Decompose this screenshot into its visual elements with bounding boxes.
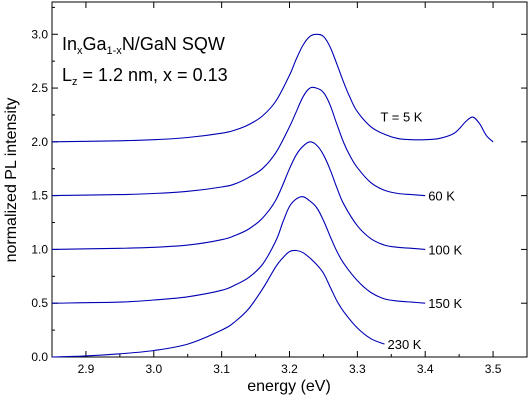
x-tick-label-4: 3.3 xyxy=(349,362,366,376)
curve-label-5k: T = 5 K xyxy=(380,109,422,124)
y-tick-label-1: 0.5 xyxy=(31,296,48,310)
ann-in: In xyxy=(62,34,77,54)
spectrum-line-150k xyxy=(51,196,426,304)
spectrum-line-230k xyxy=(51,249,385,358)
curve-label-60k: 60 K xyxy=(428,189,455,204)
y-axis-label: normalized PL intensity xyxy=(3,98,20,263)
y-tick-label-6: 3.0 xyxy=(31,27,48,41)
ticks-layer: 2.9 3.0 3.1 3.2 3.3 3.4 3.5 0.0 0.5 1.0 1.5 2.0 2.5 3… xyxy=(31,2,527,376)
y-tick-label-0: 0.0 xyxy=(31,350,48,364)
ann-sub-z: z xyxy=(72,76,78,88)
x-tick-label-0: 2.9 xyxy=(78,362,95,376)
curves-layer xyxy=(51,33,494,358)
y-tick-label-4: 2.0 xyxy=(31,135,48,149)
ann-sub-1-x: 1-x xyxy=(107,45,123,57)
curve-labels-layer: T = 5 K 60 K 100 K 150 K 230 K xyxy=(380,109,462,352)
spectrum-line-5k xyxy=(51,33,494,143)
ann-ga: Ga xyxy=(83,34,108,54)
curve-label-150k: 150 K xyxy=(428,296,462,311)
curve-label-230k: 230 K xyxy=(388,337,422,352)
curve-label-100k: 100 K xyxy=(428,242,462,257)
ann-gan-sqw: N/GaN SQW xyxy=(122,34,225,54)
ann-sub-x: x xyxy=(77,45,83,57)
x-tick-label-3: 3.2 xyxy=(281,362,298,376)
ann-params: = 1.2 nm, x = 0.13 xyxy=(78,65,228,85)
sample-annotation-line-1: InxGa1-xN/GaN SQW xyxy=(62,34,225,57)
x-tick-label-2: 3.1 xyxy=(213,362,230,376)
x-tick-label-1: 3.0 xyxy=(145,362,162,376)
ann-l: L xyxy=(62,65,72,85)
x-tick-label-5: 3.4 xyxy=(417,362,434,376)
spectrum-line-60k xyxy=(51,86,426,197)
y-tick-label-2: 1.0 xyxy=(31,242,48,256)
x-axis-label: energy (eV) xyxy=(247,378,331,395)
x-tick-label-6: 3.5 xyxy=(485,362,502,376)
y-tick-label-5: 2.5 xyxy=(31,81,48,95)
spectrum-line-100k xyxy=(51,141,426,250)
y-tick-label-3: 1.5 xyxy=(31,189,48,203)
sample-annotation-line-2: Lz = 1.2 nm, x = 0.13 xyxy=(62,65,228,88)
